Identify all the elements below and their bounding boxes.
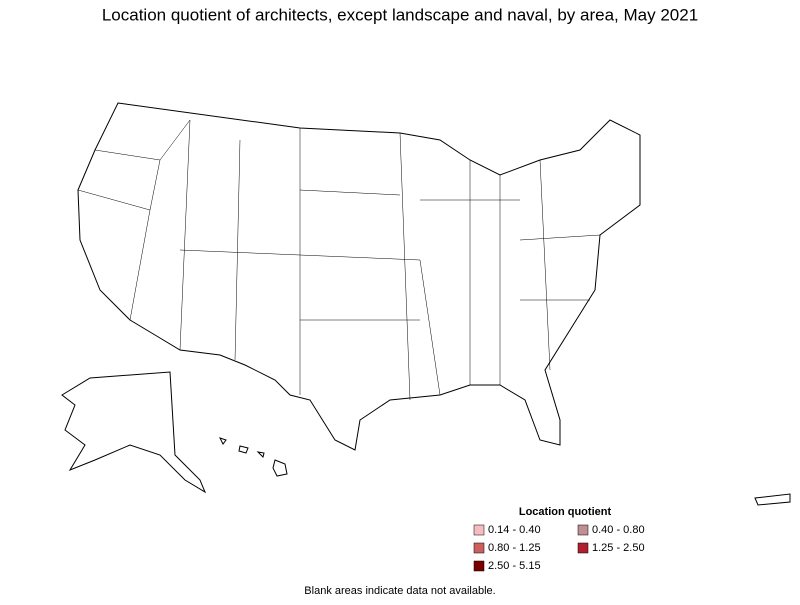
legend-label: 2.50 - 5.15 — [488, 560, 541, 572]
map — [61, 102, 791, 506]
legend-swatch — [473, 524, 485, 536]
legend: 0.14 - 0.40 0.40 - 0.80 0.80 - 1.25 1.25 - … — [473, 524, 645, 572]
alaska — [61, 371, 207, 494]
title: Location quotient of architects, except … — [102, 5, 698, 24]
legend-label: 0.80 - 1.25 — [488, 542, 541, 554]
footnote: Blank areas indicate data not available. — [304, 585, 495, 597]
puerto-rico — [754, 493, 791, 506]
state-borders — [77, 119, 601, 401]
legend-swatch — [577, 542, 589, 554]
legend-swatch — [473, 542, 485, 554]
legend-swatch — [577, 524, 589, 536]
hawaii — [219, 437, 288, 477]
legend-label: 1.25 - 2.50 — [592, 542, 645, 554]
legend-swatch — [473, 560, 485, 572]
legend-label: 0.14 - 0.40 — [488, 524, 541, 536]
legend-label: 0.40 - 0.80 — [592, 524, 645, 536]
legend-title: Location quotient — [519, 506, 612, 518]
